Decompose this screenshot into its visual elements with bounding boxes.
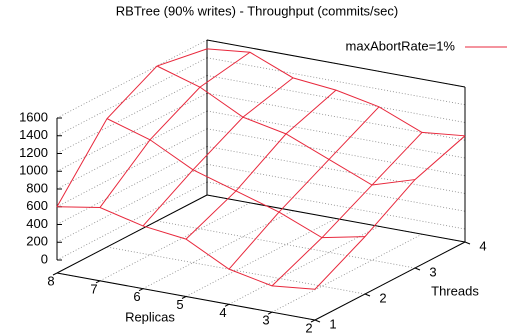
z-tick-label: 1000 — [19, 163, 48, 178]
z-tick-label: 600 — [26, 198, 48, 213]
x-axis-label: Replicas — [125, 309, 175, 324]
y-tick-label: 3 — [429, 264, 436, 279]
grid-line — [56, 57, 208, 137]
grid-line — [206, 181, 466, 230]
axis-border — [206, 39, 466, 88]
z-tick-label: 200 — [26, 234, 48, 249]
grid-line — [56, 163, 208, 243]
grid-line — [228, 225, 380, 305]
grid-line — [56, 39, 208, 119]
z-tick-label: 1200 — [19, 145, 48, 160]
x-tick-label: 8 — [47, 273, 54, 288]
x-tick-label: 4 — [219, 305, 226, 320]
grid-line — [56, 128, 208, 208]
surface-line — [228, 106, 380, 270]
z-tick-label: 400 — [26, 216, 48, 231]
grid-line — [206, 163, 466, 212]
grid-line — [56, 110, 208, 190]
surface-line — [314, 135, 466, 290]
y-tick — [314, 319, 321, 323]
z-tick-label: 1600 — [19, 109, 48, 124]
surface-line — [142, 77, 294, 227]
x-tick — [95, 280, 101, 284]
x-tick — [267, 311, 273, 315]
surface-line — [206, 48, 466, 137]
x-tick — [181, 296, 187, 299]
grid-line — [271, 233, 423, 313]
y-tick — [364, 293, 371, 297]
x-tick-label: 7 — [90, 281, 97, 296]
surface-line — [106, 118, 366, 239]
y-tick-label: 4 — [479, 238, 486, 253]
surface-line — [185, 89, 337, 240]
surface-line — [271, 132, 423, 287]
surface-line — [56, 48, 208, 207]
y-tick — [464, 241, 471, 245]
x-tick — [224, 303, 230, 307]
y-tick-label: 2 — [379, 290, 386, 305]
y-axis-label: Threads — [431, 283, 479, 298]
grid-line — [56, 146, 208, 225]
axis-border — [56, 194, 208, 274]
x-tick-label: 6 — [133, 289, 140, 304]
z-tick-label: 1400 — [19, 127, 48, 142]
y-tick-label: 1 — [329, 316, 336, 331]
grid-line — [185, 218, 337, 297]
axis-border — [314, 241, 466, 321]
y-tick — [414, 267, 421, 271]
grid-line — [99, 202, 251, 282]
chart-title: RBTree (90% writes) - Throughput (commit… — [116, 3, 398, 18]
z-tick-label: 0 — [41, 251, 48, 266]
grid-line — [206, 57, 466, 106]
axis-border — [206, 194, 466, 243]
grid-line — [56, 92, 208, 172]
surface-line — [99, 51, 251, 208]
z-tick-label: 800 — [26, 180, 48, 195]
x-tick-label: 2 — [305, 320, 312, 334]
grid-line — [56, 75, 208, 154]
grid-line — [142, 210, 294, 290]
x-tick — [138, 288, 144, 292]
x-tick-label: 5 — [176, 297, 183, 312]
x-tick-label: 3 — [262, 313, 269, 328]
x-tick — [52, 272, 58, 276]
legend-label: maxAbortRate=1% — [346, 38, 456, 53]
x-tick — [310, 319, 316, 323]
